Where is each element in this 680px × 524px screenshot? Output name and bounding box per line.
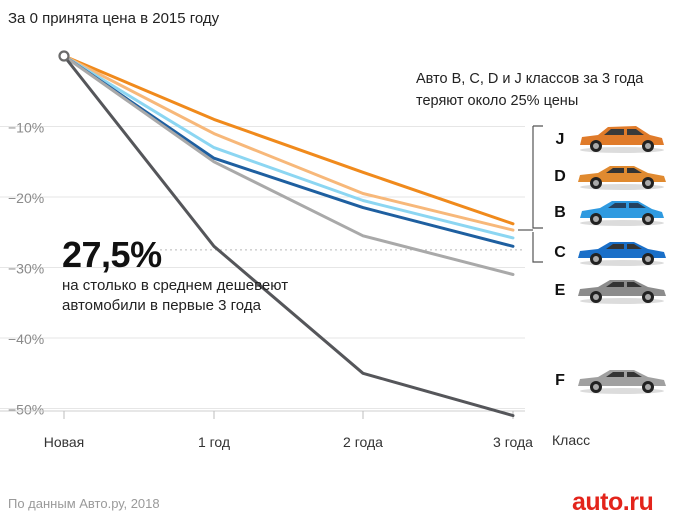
bracket-top <box>532 125 543 229</box>
y-tick-label: −30% <box>8 261 44 277</box>
x-tick-label: Новая <box>44 434 85 450</box>
annotation-line-1: Авто B, C, D и J классов за 3 года <box>416 71 644 87</box>
x-tick-label: 1 год <box>198 434 230 450</box>
y-tick-label: −20% <box>8 190 44 206</box>
brand-logo[interactable]: auto.ru <box>572 488 654 516</box>
average-depreciation-note: на столько в среднем дешевеют автомобили… <box>62 277 289 314</box>
class-letter-D: D <box>554 168 566 185</box>
sedan-car-icon <box>574 160 668 192</box>
annotation-text: Авто B, C, D и J классов за 3 года теряю… <box>416 68 676 112</box>
chart-note: За 0 принята цена в 2015 году <box>8 10 220 27</box>
chart-grid <box>0 126 525 409</box>
origin-marker <box>58 50 70 62</box>
series-line-F <box>62 54 515 418</box>
x-tick-label: 3 года <box>493 434 533 450</box>
class-letter-B: B <box>554 204 566 221</box>
class-letter-E: E <box>554 282 566 299</box>
class-letter-J: J <box>555 131 565 148</box>
y-tick-label: −50% <box>8 402 44 418</box>
series-line-E <box>62 54 515 276</box>
x-tick-label: 2 года <box>343 434 383 450</box>
y-tick-label: −10% <box>8 120 44 136</box>
class-letter-C: C <box>554 244 566 261</box>
crossover-car-icon <box>574 123 668 155</box>
series-line-J <box>62 54 515 226</box>
hatchback-car-icon <box>574 196 668 228</box>
annotation-line-2: теряют около 25% цены <box>416 93 579 109</box>
chart-axes: −10% −20% −30% −40% −50%Новая 1 год 2 года 3 го… <box>0 120 533 450</box>
y-tick-label: −40% <box>8 331 44 347</box>
series-line-D <box>62 54 515 232</box>
class-letter-F: F <box>555 372 565 389</box>
sedan-car-icon <box>574 364 668 396</box>
class-axis-label: Класс <box>552 432 591 448</box>
source-note: По данным Авто.ру, 2018 <box>8 496 160 511</box>
sedan-car-icon <box>574 274 668 306</box>
series-line-B <box>62 54 515 240</box>
sedan-car-icon <box>574 236 668 268</box>
average-depreciation-value: 27,5% <box>62 234 162 275</box>
class-brackets <box>518 125 543 263</box>
chart-series <box>58 50 515 418</box>
bracket-bottom <box>532 232 543 263</box>
